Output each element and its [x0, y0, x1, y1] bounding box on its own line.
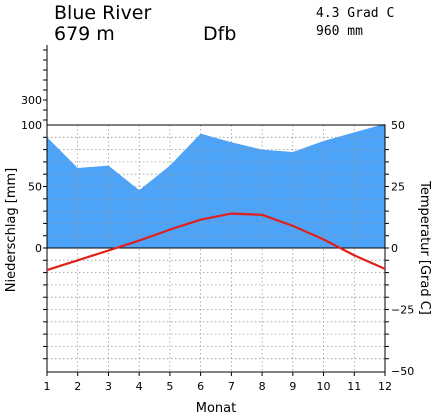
left-axis-title: Niederschlag [mm] [4, 168, 19, 293]
station-elevation: 679 m [54, 23, 115, 45]
right-tick-label: 50 [391, 119, 405, 132]
x-tick-label: 8 [259, 380, 266, 393]
x-tick-label: 3 [105, 380, 112, 393]
climate-class: Dfb [203, 23, 236, 45]
left-tick-label: 300 [21, 94, 42, 107]
precipitation-area [47, 123, 385, 248]
annual-precipitation: 960 mm [316, 24, 363, 39]
x-tick-label: 6 [197, 380, 204, 393]
left-tick-label: 100 [21, 119, 42, 132]
x-tick-label: 1 [44, 380, 51, 393]
right-tick-label: 0 [391, 242, 398, 255]
x-tick-label: 9 [289, 380, 296, 393]
header: Blue River 679 m Dfb 4.3 Grad C 960 mm [54, 2, 394, 45]
x-tick-label: 11 [347, 380, 361, 393]
x-axis-title: Monat [196, 401, 236, 416]
x-tick-label: 10 [317, 380, 331, 393]
station-name: Blue River [54, 2, 151, 24]
right-tick-label: −50 [391, 365, 414, 378]
left-tick-label: 0 [35, 242, 42, 255]
x-tick-label: 2 [74, 380, 81, 393]
x-tick-label: 5 [166, 380, 173, 393]
x-tick-label: 4 [136, 380, 143, 393]
right-axis-title: Temperatur [Grad C] [417, 180, 432, 315]
mean-temperature: 4.3 Grad C [316, 6, 394, 21]
right-tick-label: −25 [391, 304, 414, 317]
x-tick-label: 7 [228, 380, 235, 393]
temperature-line [46, 212, 386, 272]
left-tick-label: 50 [28, 181, 42, 194]
right-tick-label: 25 [391, 181, 405, 194]
x-tick-label: 12 [378, 380, 392, 393]
